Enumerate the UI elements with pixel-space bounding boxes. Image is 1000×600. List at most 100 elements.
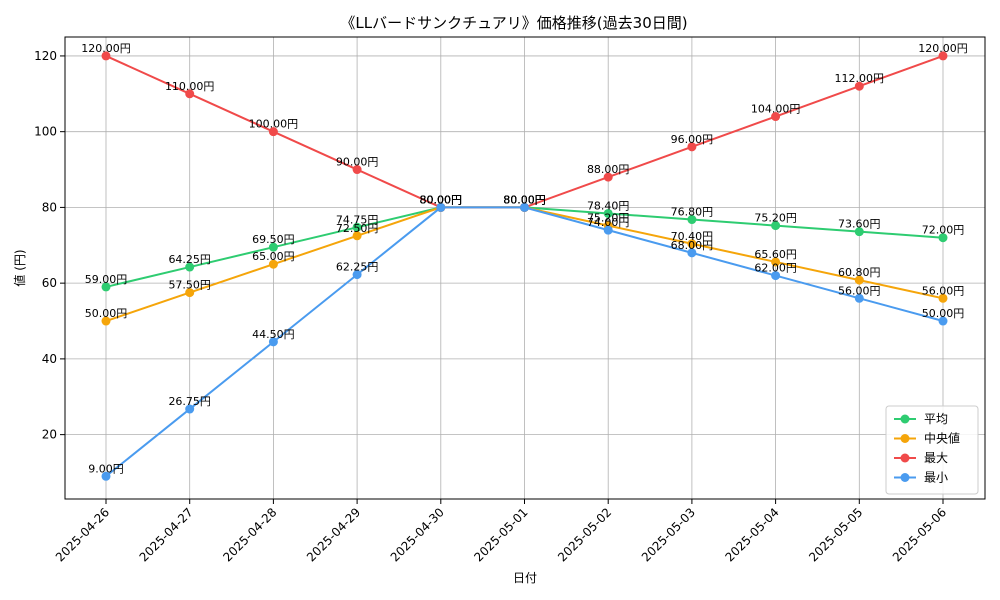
chart-title: 《LLバードサンクチュアリ》価格推移(過去30日間): [340, 14, 687, 32]
legend-swatch-marker: [900, 473, 910, 482]
data-label: 60.80円: [838, 266, 881, 279]
data-point: [687, 248, 697, 258]
data-point: [854, 275, 864, 285]
x-tick-label: 2025-05-01: [471, 505, 530, 564]
data-label: 80.00円: [420, 193, 463, 206]
data-point: [352, 165, 362, 175]
x-axis: 2025-04-26 2025-04-27 2025-04-28 2025-04-29…: [53, 499, 949, 564]
series-layer: [101, 51, 948, 481]
data-point: [603, 208, 613, 218]
data-label: 64.25円: [168, 253, 211, 266]
data-point: [352, 231, 362, 241]
data-label: 26.75円: [168, 395, 211, 408]
data-point: [687, 239, 697, 249]
data-point: [771, 112, 781, 122]
data-point: [687, 142, 697, 152]
x-tick-label: 2025-05-02: [555, 505, 614, 564]
data-point: [185, 288, 195, 298]
data-label: 100.00円: [249, 118, 299, 131]
data-label: 57.50円: [168, 279, 211, 292]
data-label: 74.75円: [336, 213, 379, 226]
data-labels: 59.00円 64.25円 69.50円 74.75円 80.00円 80.00円 78.4…: [81, 42, 968, 475]
data-point: [854, 81, 864, 91]
data-label: 72.00円: [922, 224, 965, 237]
data-label: 80.00円: [420, 193, 463, 206]
data-label: 96.00円: [671, 133, 714, 146]
y-tick-label: 120: [34, 49, 57, 63]
data-point: [268, 242, 278, 252]
legend-label: 最小: [924, 471, 948, 485]
data-label: 56.00円: [922, 284, 965, 297]
data-label: 75.20円: [587, 212, 630, 225]
data-label: 76.80円: [671, 206, 714, 219]
legend-swatch-marker: [900, 453, 910, 463]
data-point: [185, 404, 195, 414]
series-3: [101, 202, 948, 481]
data-label: 110.00円: [165, 80, 215, 93]
legend-label: 中央値: [924, 431, 960, 446]
data-point: [603, 225, 613, 235]
data-label: 62.00円: [754, 262, 797, 275]
data-label: 74.00円: [587, 216, 630, 229]
data-point: [520, 202, 529, 212]
data-point: [101, 471, 111, 481]
data-point: [185, 262, 195, 272]
data-point: [854, 293, 864, 303]
x-tick-label: 2025-05-03: [639, 505, 698, 564]
x-tick-label: 2025-04-26: [53, 505, 112, 564]
data-point: [938, 51, 948, 61]
data-label: 104.00円: [751, 103, 801, 116]
data-point: [268, 127, 278, 137]
data-point: [938, 316, 948, 326]
x-tick-label: 2025-05-06: [890, 505, 949, 564]
data-label: 65.60円: [754, 248, 797, 261]
data-point: [101, 51, 111, 61]
data-label: 75.20円: [754, 212, 797, 225]
y-axis: 20 40 60 80 100 120: [34, 49, 65, 442]
data-point: [854, 227, 864, 237]
data-point: [185, 89, 195, 99]
data-point: [436, 202, 446, 212]
data-label: 73.60円: [838, 218, 881, 231]
x-tick-label: 2025-04-27: [137, 505, 196, 564]
x-axis-label: 日付: [513, 571, 537, 585]
data-point: [771, 221, 781, 231]
y-tick-label: 100: [34, 125, 57, 139]
data-point: [268, 337, 278, 347]
data-label: 80.00円: [503, 193, 546, 206]
y-tick-label: 40: [42, 352, 57, 366]
data-label: 69.50円: [252, 233, 295, 246]
data-point: [101, 316, 111, 326]
data-point: [938, 233, 948, 243]
data-label: 80.00円: [420, 193, 463, 206]
y-tick-label: 60: [42, 276, 57, 290]
data-label: 80.00円: [503, 193, 546, 206]
data-point: [603, 172, 613, 182]
data-label: 88.00円: [587, 163, 630, 176]
data-point: [101, 282, 111, 292]
x-tick-label: 2025-04-29: [304, 505, 363, 564]
legend-swatch-marker: [900, 414, 910, 424]
data-point: [938, 293, 948, 303]
data-label: 50.00円: [85, 307, 128, 320]
data-label: 65.00円: [252, 250, 295, 263]
x-tick-label: 2025-05-05: [806, 505, 865, 564]
legend-box: [885, 405, 979, 495]
x-tick-label: 2025-04-28: [220, 505, 279, 564]
data-label: 68.00円: [671, 239, 714, 252]
data-point: [352, 222, 362, 232]
y-axis-label: 値 (円): [12, 249, 27, 286]
data-label: 9.00円: [88, 462, 124, 475]
data-point: [771, 257, 781, 267]
data-label: 112.00円: [835, 72, 885, 85]
data-label: 120.00円: [918, 42, 968, 55]
data-label: 56.00円: [838, 284, 881, 297]
x-tick-label: 2025-05-04: [723, 505, 782, 564]
data-label: 78.40円: [587, 199, 630, 212]
legend-label: 平均: [924, 412, 948, 426]
data-label: 120.00円: [81, 42, 131, 55]
data-label: 50.00円: [922, 307, 965, 320]
data-point: [268, 259, 278, 269]
data-point: [352, 270, 362, 280]
